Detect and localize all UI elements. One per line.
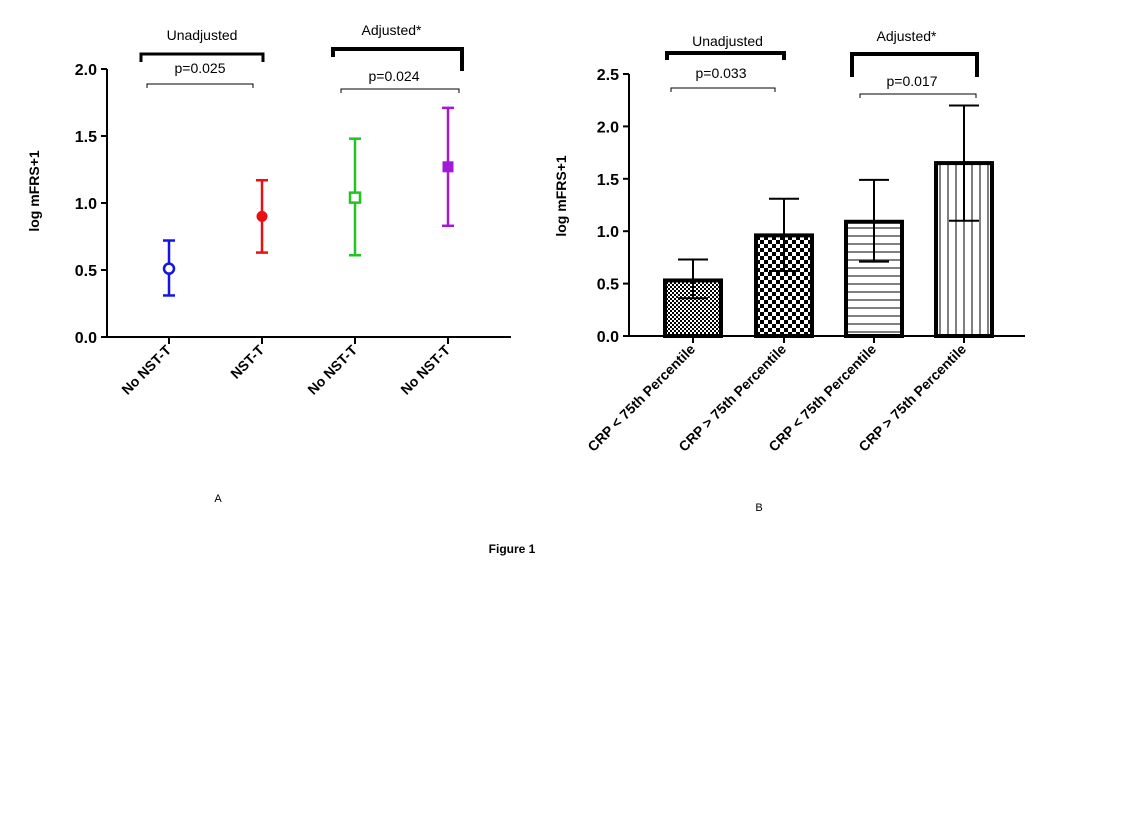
y-tick-label: 0.5 xyxy=(597,277,619,294)
y-axis-label: log mFRS+1 xyxy=(26,150,42,232)
y-tick-label: 2.0 xyxy=(597,119,619,136)
data-points xyxy=(162,106,454,297)
y-tick-label: 0.0 xyxy=(597,329,619,346)
data-point xyxy=(348,191,362,204)
group-brackets: Unadjusted p=0.025 Adjusted* p=0.024 xyxy=(139,22,464,93)
p-value: p=0.025 xyxy=(175,60,226,76)
bars xyxy=(663,104,994,339)
group-label: Unadjusted xyxy=(167,27,238,43)
y-ticks: 0.0 0.5 1.0 1.5 2.0 xyxy=(75,62,107,347)
x-ticks: No NST-T NST-T No NST-T No NST-T xyxy=(118,337,453,398)
error-bar xyxy=(859,178,889,263)
data-point xyxy=(442,161,454,173)
y-tick-label: 1.5 xyxy=(597,172,619,189)
y-tick-label: 2.0 xyxy=(75,62,97,79)
panel-label: A xyxy=(214,493,222,505)
y-ticks: 0.0 0.5 1.0 1.5 2.0 2.5 xyxy=(597,67,629,346)
x-tick-label: No NST-T xyxy=(118,341,174,397)
group-label: Adjusted* xyxy=(877,28,937,44)
panel-a: log mFRS+1 0.0 0.5 1.0 1.5 2.0 No NST-T NST-T… xyxy=(26,22,511,505)
p-value: p=0.017 xyxy=(887,73,938,89)
group-brackets: Unadjusted p=0.033 Adjusted* p=0.017 xyxy=(665,28,979,98)
x-tick-label: No NST-T xyxy=(397,341,453,397)
y-tick-label: 0.0 xyxy=(75,330,97,347)
error-bar xyxy=(949,104,979,222)
p-value: p=0.033 xyxy=(696,65,747,81)
error-bar xyxy=(769,197,799,273)
error-bar xyxy=(678,258,708,300)
group-label: Adjusted* xyxy=(362,22,422,38)
figure-caption: Figure 1 xyxy=(489,542,536,556)
group-bracket: Adjusted* p=0.024 xyxy=(331,22,464,93)
x-tick-label: No NST-T xyxy=(304,341,360,397)
y-tick-label: 0.5 xyxy=(75,263,97,280)
y-axis-label: log mFRS+1 xyxy=(553,155,569,237)
data-point xyxy=(162,262,176,275)
y-tick-label: 1.0 xyxy=(75,196,97,213)
panel-label: B xyxy=(755,502,762,514)
panel-b: log mFRS+1 0.0 0.5 1.0 1.5 2.0 2.5 CRP < 75th… xyxy=(553,28,1025,514)
group-bracket: Unadjusted p=0.033 xyxy=(665,33,786,92)
y-tick-label: 1.5 xyxy=(75,129,97,146)
x-tick-label: NST-T xyxy=(227,341,267,381)
group-bracket: Adjusted* p=0.017 xyxy=(850,28,979,98)
y-tick-label: 1.0 xyxy=(597,224,619,241)
p-value: p=0.024 xyxy=(369,68,420,84)
group-bracket: Unadjusted p=0.025 xyxy=(139,27,265,88)
data-point xyxy=(256,210,268,222)
y-tick-label: 2.5 xyxy=(597,67,619,84)
group-label: Unadjusted xyxy=(692,33,763,49)
